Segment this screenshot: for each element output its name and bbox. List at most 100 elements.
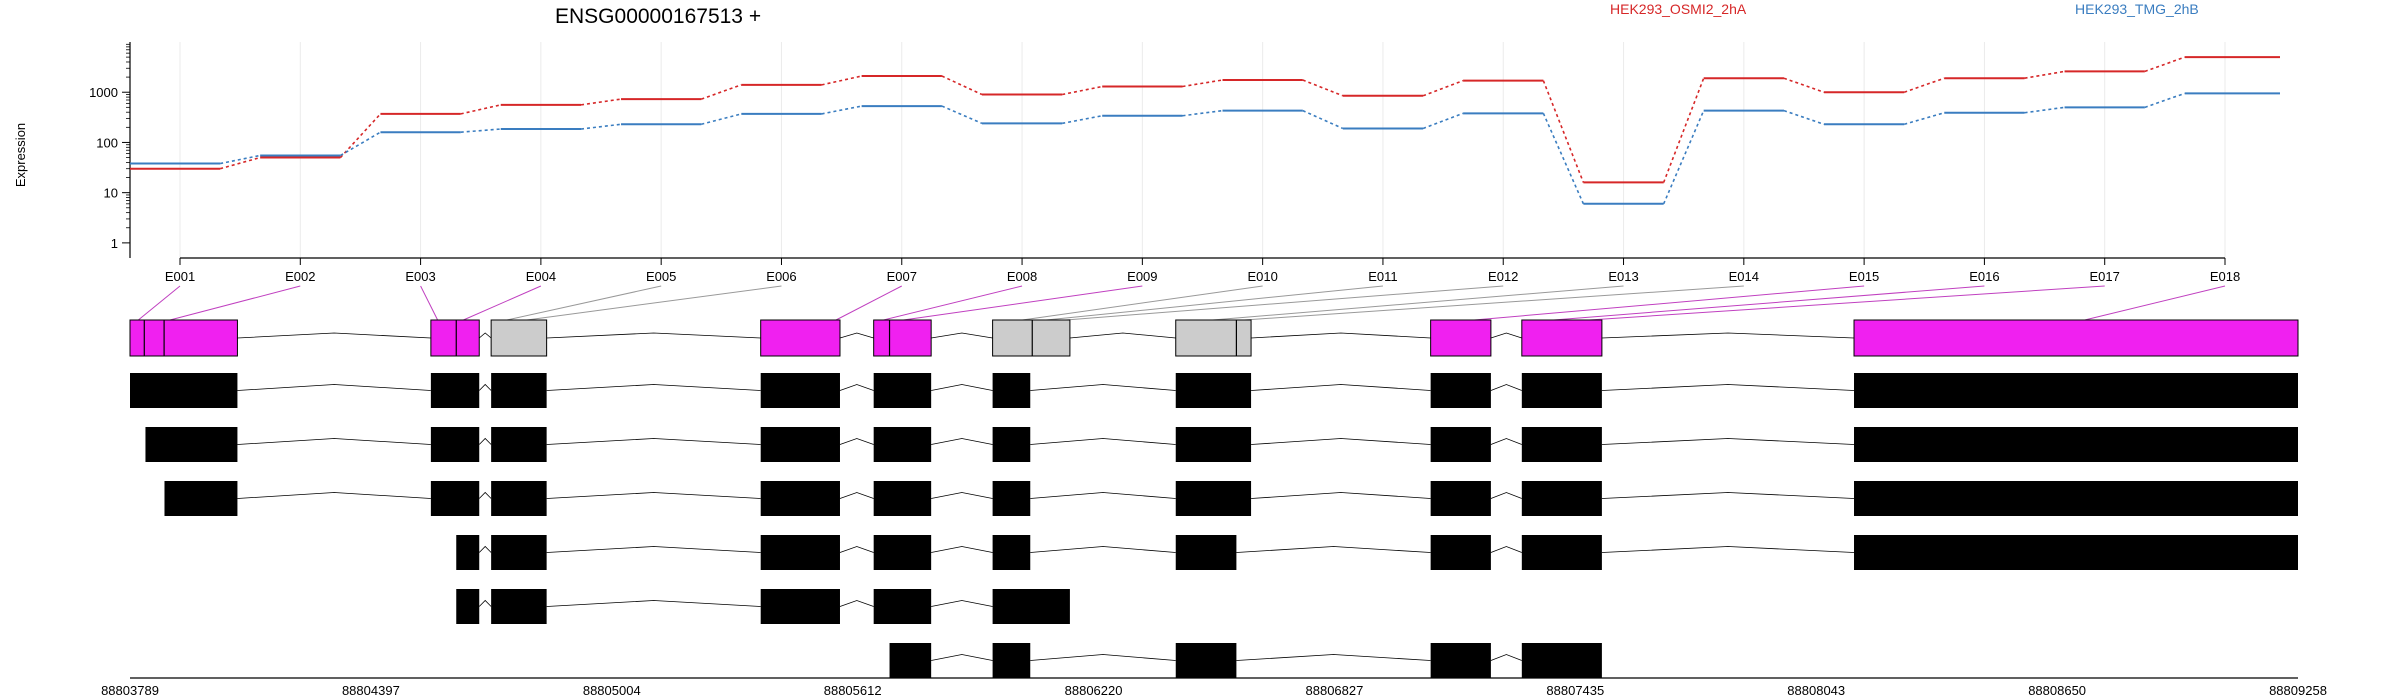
transcript-exon	[491, 373, 547, 408]
x-tick-label: E005	[646, 269, 676, 284]
intron-line	[839, 438, 874, 445]
genomic-axis-layer: 88803789 88804397 88805004 88805612 88806220…	[101, 677, 2327, 698]
y-axis-label: Expression	[13, 123, 28, 187]
intron-line	[546, 492, 761, 499]
transcripts-layer	[130, 373, 2298, 678]
transcript-exon	[1521, 535, 1602, 570]
transcript-exon	[1854, 373, 2298, 408]
x-tick-label: E016	[1969, 269, 1999, 284]
transcript-exon	[1521, 643, 1602, 678]
exon-link-line	[1022, 285, 1263, 321]
series-connector	[219, 154, 261, 165]
intron-line	[931, 492, 993, 499]
transcript-5	[456, 589, 1070, 624]
exon-bin	[490, 319, 548, 357]
x-tick-label: E015	[1849, 269, 1879, 284]
intron-line	[1236, 654, 1431, 661]
transcript-3	[164, 481, 2298, 516]
x-tick-label: E002	[285, 269, 315, 284]
series-connector	[460, 128, 501, 133]
series-connector	[2024, 70, 2065, 80]
genomic-tick-label: 88803789	[101, 683, 159, 698]
exon-bin	[873, 319, 932, 357]
transcript-exon	[1175, 535, 1237, 570]
intron-line	[546, 384, 761, 391]
series-connector	[339, 113, 382, 159]
exon-link-line	[526, 285, 782, 321]
intron-line	[931, 384, 993, 391]
transcript-4	[456, 535, 2298, 570]
transcript-exon	[1854, 535, 2298, 570]
genomic-tick-label: 88805612	[824, 683, 882, 698]
exon-link-line	[1474, 285, 1865, 321]
series-connector	[1904, 77, 1945, 93]
genomic-tick-label: 88808043	[1787, 683, 1845, 698]
intron-line	[931, 600, 993, 607]
series-connector	[2024, 106, 2065, 114]
genomic-tick-label: 88808650	[2028, 683, 2086, 698]
transcript-exon	[1854, 427, 2298, 462]
series-connector	[701, 84, 742, 100]
legend-series-b: HEK293_TMG_2hB	[2075, 1, 2199, 17]
intron-line	[1030, 438, 1176, 445]
transcript-exon	[430, 373, 480, 408]
exon-link-line	[883, 285, 1023, 321]
y-tick-label: 100	[96, 135, 118, 150]
intron-line	[839, 546, 874, 553]
series-0	[130, 56, 2280, 184]
transcript-exon	[760, 589, 840, 624]
intron-line	[1490, 438, 1522, 445]
exon-link-line	[1553, 285, 1985, 321]
series-connector	[1422, 79, 1464, 97]
transcript-exon	[1175, 481, 1252, 516]
axes-layer: 1 10 100 1000 E001 E002 E003 E004 E005 E006 E007 E0…	[89, 42, 2240, 284]
exon-bin	[1521, 319, 1603, 357]
transcript-exon	[873, 427, 932, 462]
transcript-exon	[456, 535, 480, 570]
transcript-exon	[1521, 481, 1602, 516]
transcript-6	[889, 643, 1602, 678]
x-tick-label: E006	[766, 269, 796, 284]
exon-bin	[1853, 319, 2299, 357]
x-tick-label: E013	[1608, 269, 1638, 284]
intron-line	[1601, 438, 1855, 445]
exon-link-line	[169, 285, 301, 321]
exon-link-line	[138, 285, 181, 321]
transcript-exon	[873, 481, 932, 516]
intron-line	[1030, 384, 1176, 391]
transcript-exon	[992, 373, 1031, 408]
exon-link-line	[1589, 285, 2105, 321]
intron-line	[1490, 332, 1522, 339]
exon-link-line	[1065, 285, 1504, 321]
transcript-1	[130, 373, 2298, 408]
intron-line	[478, 545, 492, 553]
transcript-exon	[1521, 427, 1602, 462]
y-tick-label: 1000	[89, 85, 118, 100]
series-connector	[580, 123, 622, 130]
series-connector	[1422, 112, 1464, 130]
intron-line	[237, 492, 431, 499]
exon-bin	[1175, 319, 1252, 357]
intron-line	[478, 491, 492, 499]
transcript-exon	[491, 481, 547, 516]
exon-link-line	[1244, 285, 1744, 321]
transcript-exon	[992, 643, 1031, 678]
intron-line	[931, 332, 993, 339]
x-tick-label: E008	[1007, 269, 1037, 284]
transcript-exon	[1430, 643, 1491, 678]
transcript-exon	[992, 481, 1031, 516]
transcript-2	[145, 427, 2298, 462]
transcript-exon	[1854, 481, 2298, 516]
series-connector	[941, 105, 983, 125]
transcript-exon	[145, 427, 238, 462]
exon-link-line	[1046, 285, 1383, 321]
exon-link-line	[463, 285, 542, 321]
genomic-tick-label: 88804397	[342, 683, 400, 698]
intron-line	[931, 546, 993, 553]
exon-link-layer	[138, 285, 2226, 321]
series-connector	[580, 98, 622, 106]
series-connector	[1062, 85, 1103, 96]
intron-line	[1601, 332, 1855, 339]
series-connector	[1904, 111, 1945, 126]
